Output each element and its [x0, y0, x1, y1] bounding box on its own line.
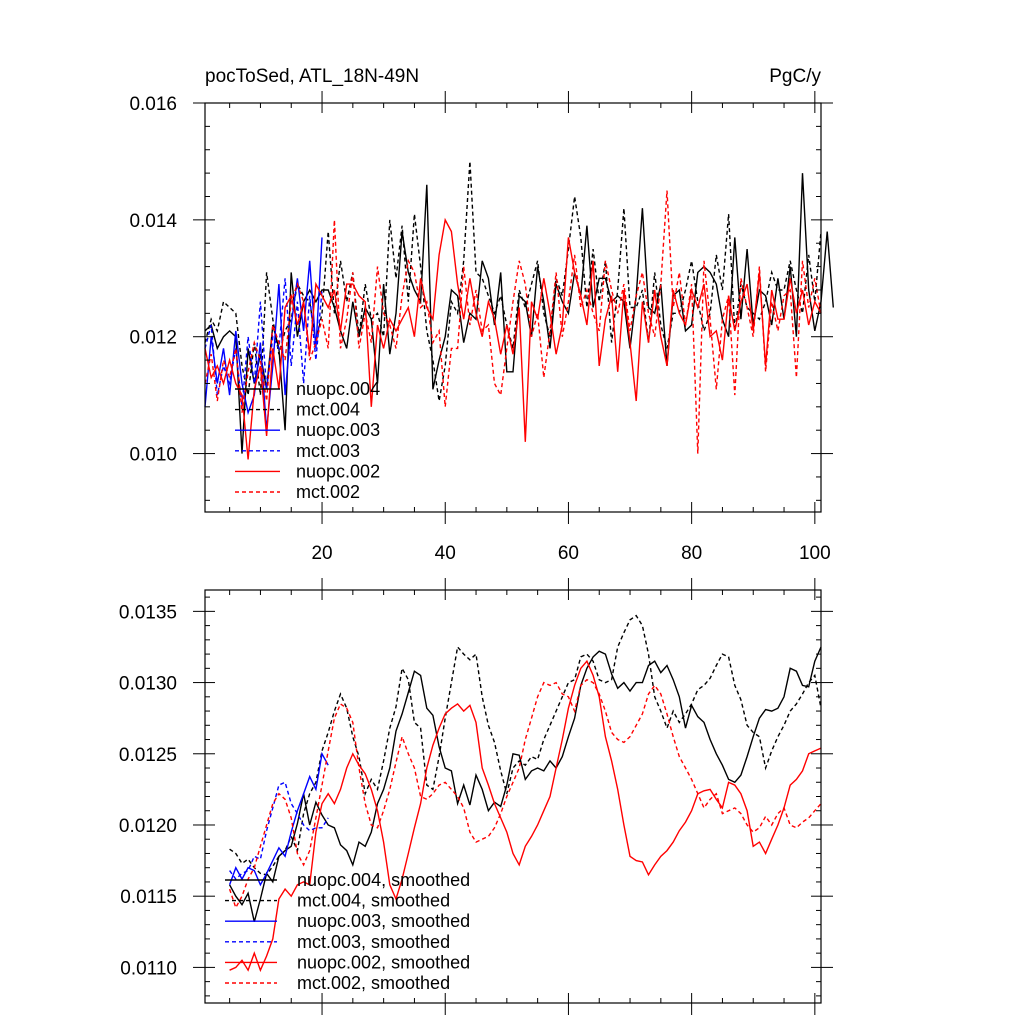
bottom-chart-series-lines — [228, 614, 822, 973]
x-tick-label: 60 — [558, 543, 579, 564]
x-tick-label: 80 — [681, 543, 702, 564]
bottom-chart-axes: 0.0110 0.0115 0.0120 0.0125 0.0130 0.0135 — [119, 578, 833, 1015]
legend-label: mct.004, smoothed — [297, 891, 450, 911]
top-chart-series-lines — [204, 161, 834, 460]
y-tick-label: 0.0115 — [120, 887, 177, 908]
legend-label: mct.004 — [296, 400, 360, 420]
legend-label: nuopc.004, smoothed — [297, 870, 470, 890]
series-line-mct-002-smoothed — [228, 678, 822, 910]
series-line-mct-003-smoothed — [229, 781, 329, 881]
top-plot-frame — [204, 102, 822, 513]
series-line-mct-004 — [204, 161, 822, 402]
y-tick-label: 0.0130 — [119, 674, 177, 695]
series-line-mct-003 — [204, 278, 323, 407]
legend-label: nuopc.004 — [296, 379, 380, 399]
legend-label: mct.002 — [296, 482, 360, 502]
y-tick-label: 0.0125 — [119, 745, 177, 766]
x-tick-label: 20 — [311, 543, 332, 564]
y-tick-label: 0.014 — [129, 211, 177, 232]
series-line-nuopc-003 — [204, 237, 323, 431]
legend-label: nuopc.002 — [296, 461, 380, 481]
top-chart-legend: nuopc.004mct.004nuopc.003mct.003nuopc.00… — [235, 379, 380, 502]
x-tick-label: 100 — [799, 543, 831, 564]
y-tick-label: 0.0110 — [120, 958, 177, 979]
bottom-chart-panel: 0.0110 0.0115 0.0120 0.0125 0.0130 0.0135 nuo… — [119, 578, 833, 1015]
series-line-mct-002 — [204, 190, 822, 454]
legend-label: nuopc.003, smoothed — [297, 911, 470, 931]
legend-label: nuopc.003 — [296, 420, 380, 440]
top-chart-panel: pocToSed, ATL_18N-49N PgC/y 20 40 60 80 100 0… — [129, 66, 834, 564]
y-tick-label: 0.012 — [129, 328, 177, 349]
top-chart-units: PgC/y — [769, 66, 821, 87]
y-tick-label: 0.0120 — [119, 816, 177, 837]
top-chart-axes: 20 40 60 80 100 0.010 0.012 0.014 0.016 — [129, 91, 833, 564]
y-tick-label: 0.016 — [129, 94, 177, 115]
legend-label: nuopc.002, smoothed — [297, 952, 470, 972]
legend-label: mct.002, smoothed — [297, 973, 450, 993]
series-line-nuopc-002-smoothed — [229, 659, 822, 973]
legend-label: mct.003, smoothed — [297, 932, 450, 952]
legend-label: mct.003 — [296, 441, 360, 461]
x-tick-label: 40 — [435, 543, 456, 564]
series-line-nuopc-002 — [204, 217, 822, 460]
y-tick-label: 0.010 — [129, 445, 177, 466]
series-line-nuopc-004-smoothed — [228, 646, 822, 922]
top-chart-title: pocToSed, ATL_18N-49N — [205, 66, 419, 87]
series-line-mct-004-smoothed — [229, 614, 822, 876]
y-tick-label: 0.0135 — [119, 602, 177, 623]
